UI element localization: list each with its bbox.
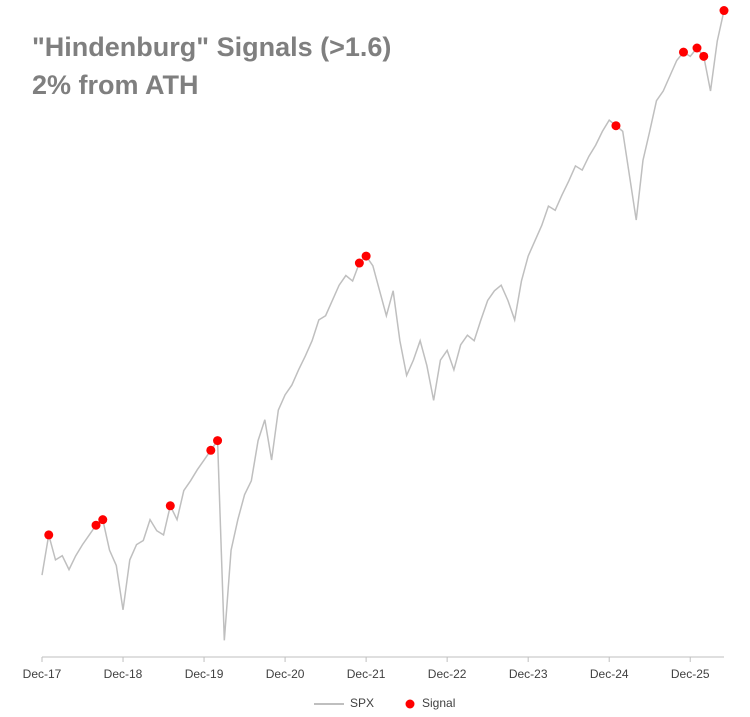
chart-title: "Hindenburg" Signals (>1.6) xyxy=(32,32,391,62)
x-tick-label: Dec-23 xyxy=(509,667,548,681)
signal-dot xyxy=(213,436,223,446)
legend-marker xyxy=(405,699,415,709)
x-tick-label: Dec-24 xyxy=(590,667,629,681)
signal-dot xyxy=(98,515,108,525)
signal-dot xyxy=(354,258,364,268)
legend-label: SPX xyxy=(350,696,374,710)
signal-dot xyxy=(692,43,702,53)
signal-dot xyxy=(44,530,54,540)
signal-dot xyxy=(699,51,709,61)
signal-dot xyxy=(165,501,175,511)
x-tick-label: Dec-21 xyxy=(347,667,386,681)
x-tick-label: Dec-25 xyxy=(671,667,710,681)
x-tick-label: Dec-17 xyxy=(23,667,62,681)
signal-dot xyxy=(206,445,216,455)
legend-label: Signal xyxy=(422,696,455,710)
signal-dot xyxy=(678,47,688,57)
x-tick-label: Dec-18 xyxy=(104,667,143,681)
signal-dot xyxy=(361,251,371,261)
signal-dot xyxy=(91,520,101,530)
x-tick-label: Dec-20 xyxy=(266,667,305,681)
signal-dot xyxy=(719,6,729,16)
x-tick-label: Dec-22 xyxy=(428,667,467,681)
chart-subtitle: 2% from ATH xyxy=(32,70,199,100)
spx-line xyxy=(41,10,725,641)
x-tick-label: Dec-19 xyxy=(185,667,224,681)
signal-dot xyxy=(611,121,621,131)
